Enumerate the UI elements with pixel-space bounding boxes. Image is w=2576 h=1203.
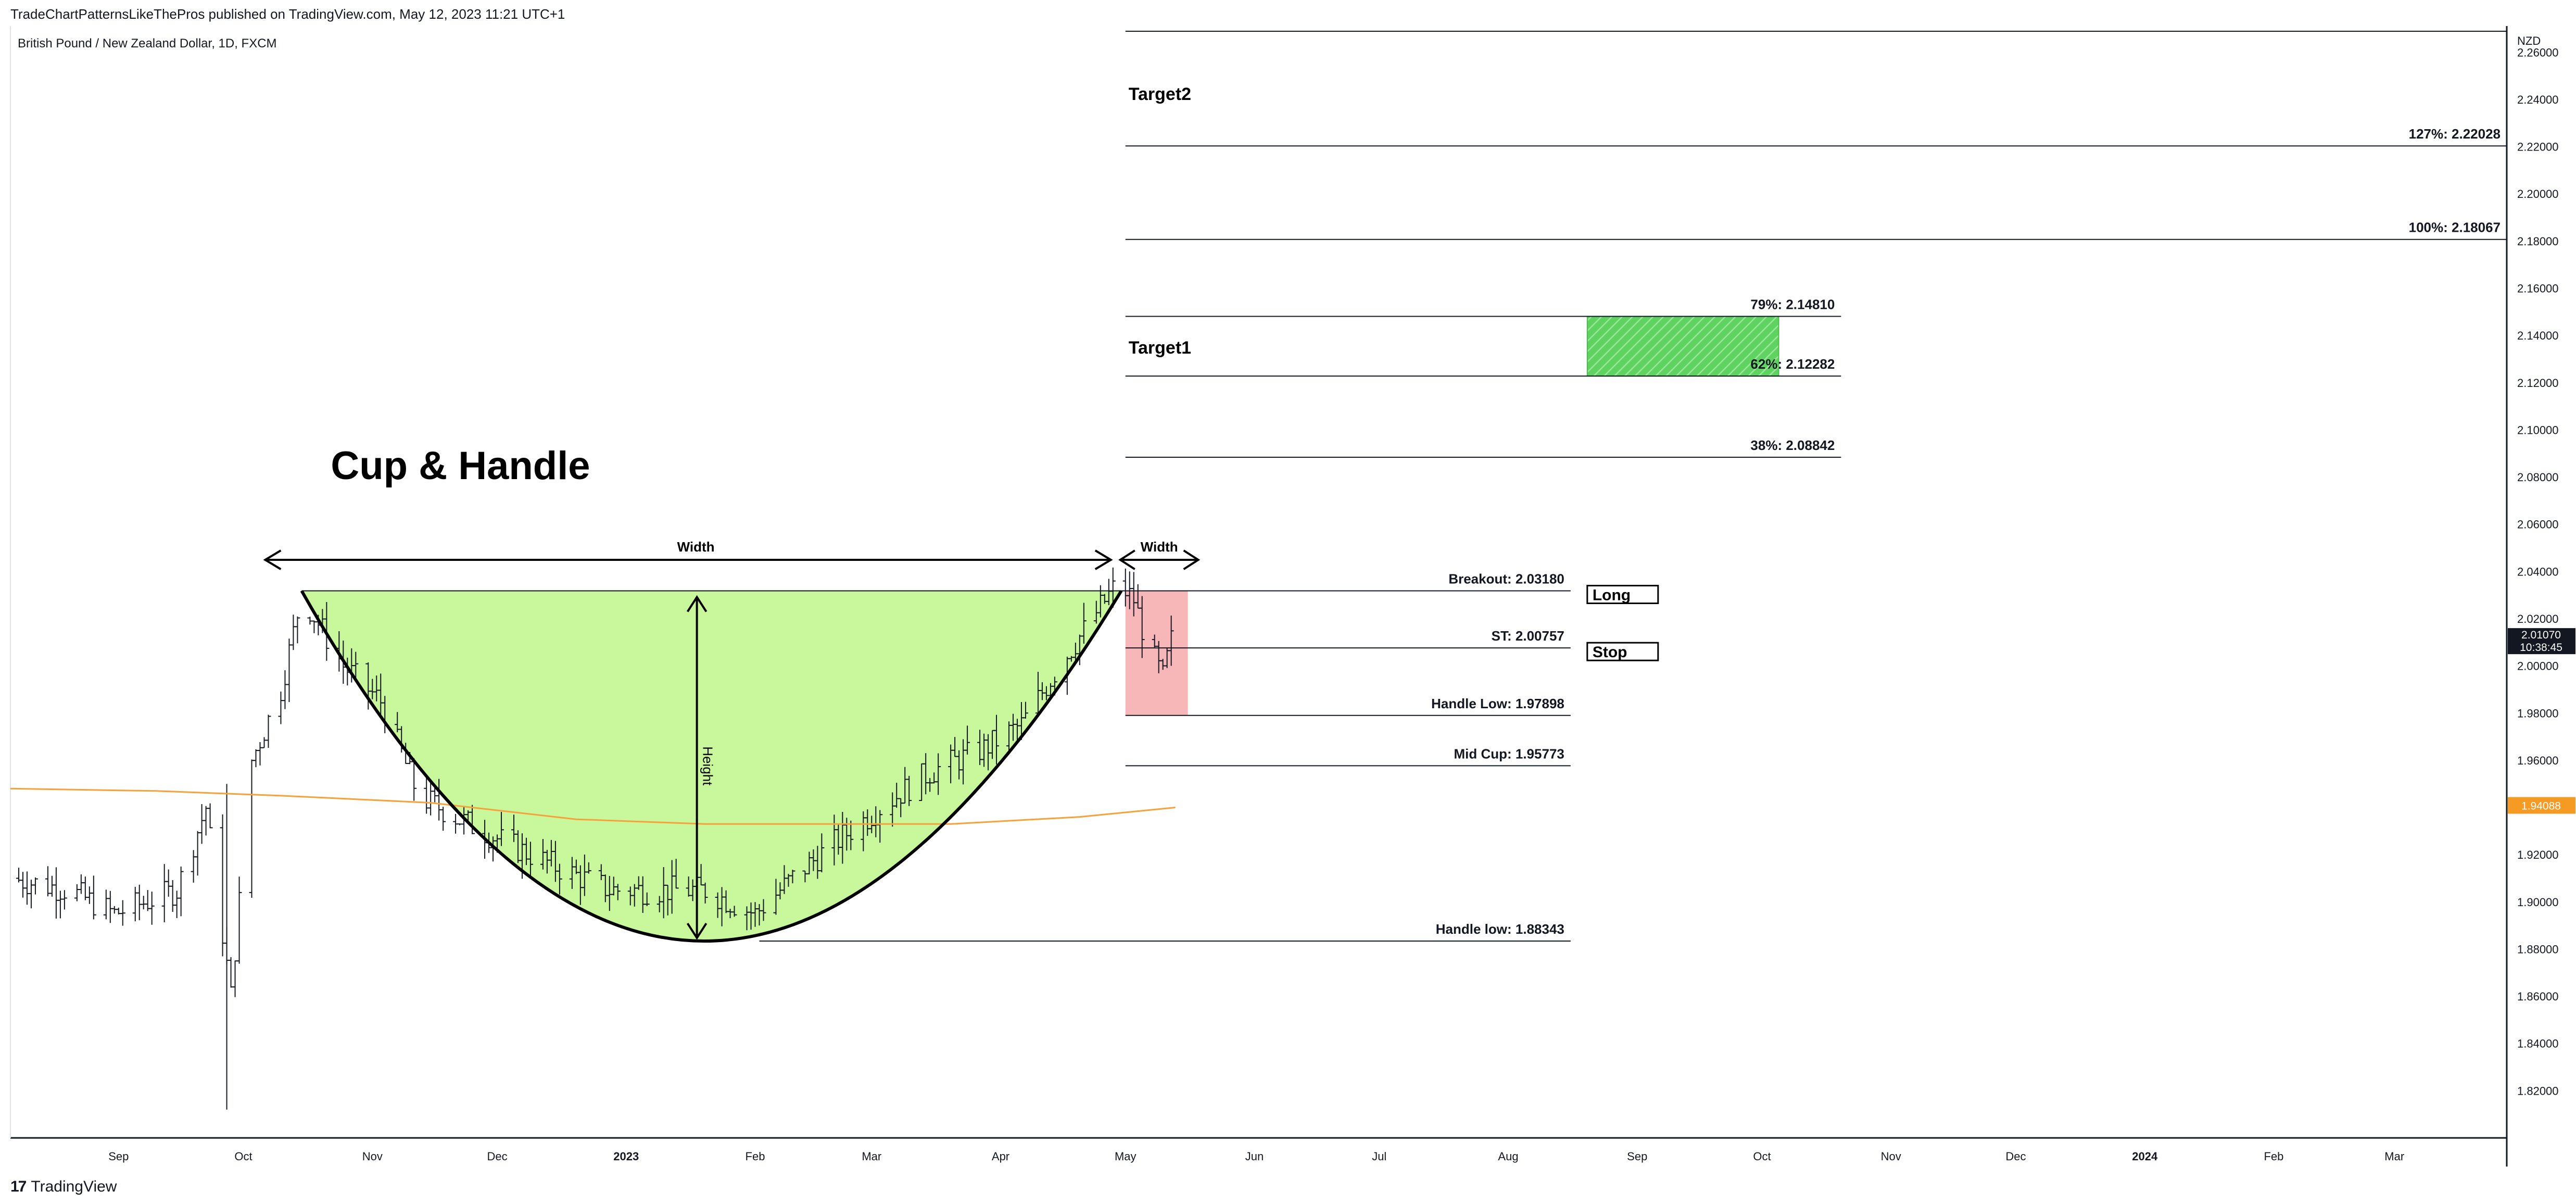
current-price-tag — [2508, 628, 2575, 655]
currency-label: NZD — [2517, 34, 2541, 47]
y-tick-label: 1.98000 — [2517, 707, 2559, 720]
x-tick-label: Feb — [746, 1150, 765, 1163]
x-tick-label: Nov — [362, 1150, 383, 1163]
ma-price-tag — [2508, 797, 2575, 814]
stop-box — [1586, 642, 1659, 661]
y-tick-label: 1.90000 — [2517, 896, 2559, 909]
tradingview-logo-icon: 17 — [10, 1178, 27, 1195]
level-label: Handle Low: 1.97898 — [1431, 696, 1564, 711]
x-tick-label: Oct — [234, 1150, 252, 1163]
tradingview-brand[interactable]: 17 TradingView — [10, 1178, 117, 1196]
y-tick-label: 2.00000 — [2517, 660, 2559, 673]
labels: 127%: 2.22028 100%: 2.18067 79%: 2.14810 62… — [331, 84, 2575, 937]
height-arrowhead-bottom — [686, 922, 708, 940]
moving-average-line — [10, 787, 1176, 825]
handle-box — [1125, 591, 1188, 716]
x-tick-label: Mar — [862, 1150, 881, 1163]
x-tick-label: Dec — [2005, 1150, 2026, 1163]
symbol-title[interactable]: British Pound / New Zealand Dollar, 1D, … — [18, 36, 277, 51]
stop-label: Stop — [1593, 644, 1627, 661]
y-tick-label: 1.86000 — [2517, 990, 2559, 1003]
level-label: 38%: 2.08842 — [1750, 437, 1835, 453]
y-tick-label: 2.24000 — [2517, 93, 2559, 106]
level-label: Mid Cup: 1.95773 — [1454, 746, 1564, 761]
handle-width-arrowhead-left — [1118, 549, 1135, 570]
target-box — [1586, 316, 1779, 377]
y-tick-label: 2.02000 — [2517, 612, 2559, 625]
y-tick-label: 1.92000 — [2517, 848, 2559, 861]
current-price-countdown: 10:38:45 — [2520, 642, 2562, 654]
x-tick-label: May — [1115, 1150, 1137, 1163]
x-tick-label: Jun — [1245, 1150, 1264, 1163]
x-tick-label: Aug — [1498, 1150, 1518, 1163]
chart-axes: 2.26000 2.24000 2.22000 2.20000 2.18000 2.160… — [10, 26, 2559, 1167]
target1-label: Target1 — [1129, 338, 1191, 358]
y-tick-label: 2.18000 — [2517, 235, 2559, 248]
drawings[interactable] — [10, 31, 2507, 943]
cup-width-label: Width — [677, 539, 715, 555]
y-tick-label: 2.04000 — [2517, 565, 2559, 578]
y-tick-label: 2.22000 — [2517, 141, 2559, 154]
height-arrowhead-top — [686, 595, 708, 612]
y-tick-label: 2.26000 — [2517, 46, 2559, 59]
cup-width-arrowhead-left — [263, 549, 282, 570]
long-box — [1586, 585, 1659, 605]
y-tick-label: 2.20000 — [2517, 187, 2559, 200]
target2-label: Target2 — [1129, 84, 1191, 104]
y-tick-label: 2.06000 — [2517, 518, 2559, 531]
ma-price-value: 1.94088 — [2521, 800, 2561, 812]
x-tick-label: Sep — [1627, 1150, 1647, 1163]
brand-name: TradingView — [31, 1178, 117, 1195]
x-tick-label: 2024 — [2132, 1150, 2158, 1163]
x-tick-label: Feb — [2264, 1150, 2284, 1163]
candlesticks — [16, 567, 1174, 1110]
level-label: Breakout: 2.03180 — [1448, 571, 1564, 587]
pattern-title: Cup & Handle — [331, 444, 590, 488]
y-tick-label: 1.82000 — [2517, 1084, 2559, 1097]
y-tick-label: 2.16000 — [2517, 282, 2559, 295]
long-label: Long — [1593, 587, 1631, 604]
cup-curve — [300, 590, 1123, 943]
level-label: ST: 2.00757 — [1492, 628, 1564, 644]
x-tick-label: 2023 — [613, 1150, 639, 1163]
x-tick-label: Mar — [2384, 1150, 2404, 1163]
level-label: 100%: 2.18067 — [2409, 220, 2501, 235]
x-tick-label: Dec — [487, 1150, 507, 1163]
level-label: 79%: 2.14810 — [1750, 296, 1835, 312]
y-tick-label: 2.10000 — [2517, 423, 2559, 436]
height-label: Height — [700, 746, 716, 786]
level-label: 127%: 2.22028 — [2409, 126, 2501, 142]
y-tick-label: 1.84000 — [2517, 1037, 2559, 1050]
y-tick-label: 2.14000 — [2517, 329, 2559, 342]
y-tick-label: 2.08000 — [2517, 471, 2559, 484]
x-tick-label: Sep — [108, 1150, 129, 1163]
x-tick-label: Jul — [1372, 1150, 1386, 1163]
x-tick-label: Nov — [1881, 1150, 1901, 1163]
x-tick-label: Oct — [1753, 1150, 1771, 1163]
publisher-line: TradeChartPatternsLikeThePros published … — [10, 6, 565, 22]
level-label: Handle low: 1.88343 — [1436, 921, 1564, 937]
y-tick-label: 1.96000 — [2517, 754, 2559, 767]
current-price-value: 2.01070 — [2521, 629, 2561, 641]
level-label: 62%: 2.12282 — [1750, 356, 1835, 372]
handle-width-label: Width — [1141, 539, 1178, 555]
handle-width-arrowhead-right — [1183, 549, 1201, 570]
y-tick-label: 2.12000 — [2517, 377, 2559, 390]
chart-fills — [301, 316, 1779, 942]
x-tick-label: Apr — [992, 1150, 1009, 1163]
cup-fill — [301, 591, 1121, 942]
y-tick-label: 1.88000 — [2517, 943, 2559, 956]
cup-width-arrowhead-right — [1094, 549, 1113, 570]
